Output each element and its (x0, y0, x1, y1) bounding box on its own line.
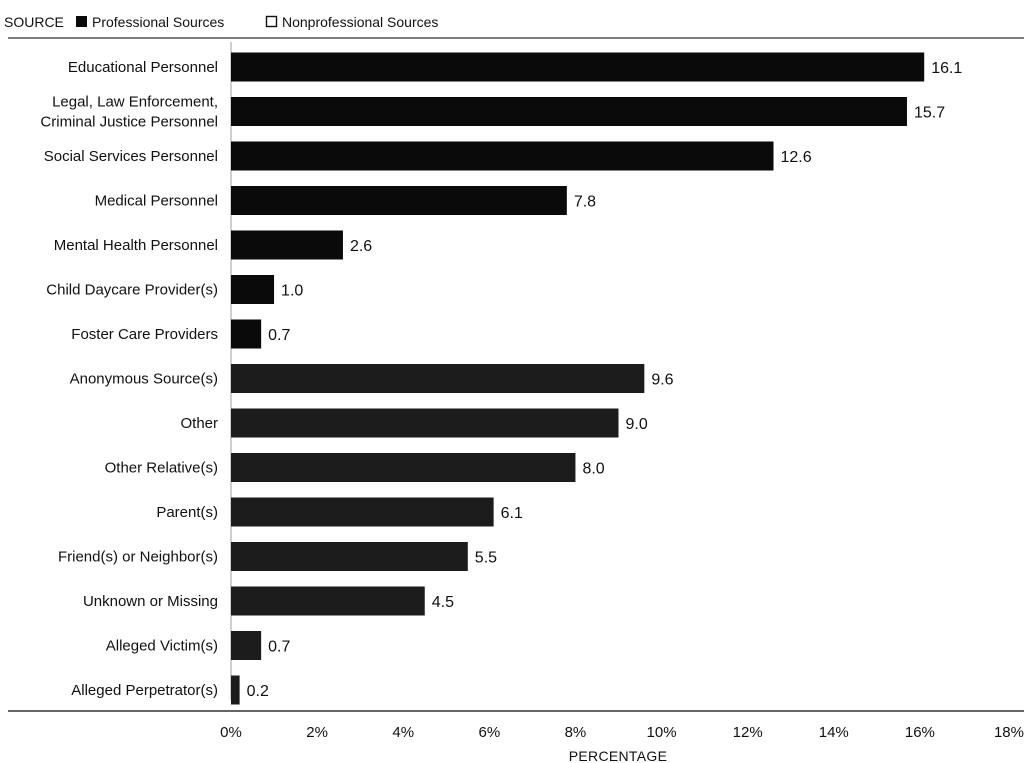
value-label: 16.1 (931, 60, 962, 77)
bar-professional (231, 275, 275, 304)
value-label: 6.1 (501, 505, 523, 522)
legend-title: SOURCE (4, 14, 64, 30)
x-tick-labels-group: 0% 2% 4% 6% 8% 10% 12% 14% 16% 18% (220, 724, 1024, 741)
value-label: 9.0 (626, 416, 648, 433)
category-label: Anonymous Source(s) (70, 371, 218, 388)
bar-nonprofessional (231, 586, 425, 616)
bar-professional (231, 230, 343, 260)
category-label: Mental Health Personnel (54, 237, 218, 254)
legend-label-professional: Professional Sources (92, 14, 224, 30)
value-label: 7.8 (574, 194, 596, 211)
value-labels-group: 16.1 15.7 12.6 7.8 2.6 1.0 0.7 9.6 9.0 8.0 6.1 5.5 4… (247, 60, 963, 700)
x-tick-label: 18% (994, 724, 1024, 741)
value-label: 0.2 (247, 683, 269, 700)
x-axis-title: PERCENTAGE (569, 748, 667, 763)
category-label: Child Daycare Provider(s) (46, 282, 218, 299)
bar-nonprofessional (231, 408, 619, 438)
value-label: 1.0 (281, 283, 303, 300)
category-label: Foster Care Providers (71, 326, 218, 343)
value-label: 4.5 (432, 594, 454, 611)
value-label: 8.0 (582, 461, 604, 478)
bar-professional (231, 141, 774, 171)
category-labels-group: Educational Personnel Legal, Law Enforcem… (40, 59, 218, 699)
x-tick-label: 16% (905, 724, 935, 741)
value-label: 15.7 (914, 105, 945, 122)
legend-swatch-professional (76, 16, 87, 27)
value-label: 0.7 (268, 327, 290, 344)
category-label: Medical Personnel (95, 193, 218, 210)
legend-label-nonprofessional: Nonprofessional Sources (282, 14, 438, 30)
bar-professional (231, 186, 567, 215)
category-label: Other Relative(s) (105, 460, 218, 477)
category-label: Unknown or Missing (83, 593, 218, 610)
category-label: Legal, Law Enforcement, Criminal Justice … (40, 94, 218, 131)
category-label: Friend(s) or Neighbor(s) (58, 549, 218, 566)
bar-nonprofessional (231, 542, 468, 571)
value-label: 5.5 (475, 550, 497, 567)
bar-nonprofessional (231, 675, 240, 705)
category-label: Social Services Personnel (44, 148, 218, 165)
legend-swatch-nonprofessional (265, 15, 278, 28)
value-label: 9.6 (651, 372, 673, 389)
bar-professional (231, 97, 907, 126)
bars-group (231, 52, 925, 705)
x-tick-label: 2% (306, 724, 328, 741)
bar-nonprofessional (231, 631, 262, 660)
category-label: Other (180, 415, 218, 432)
category-label: Alleged Perpetrator(s) (71, 682, 218, 699)
value-label: 0.7 (268, 639, 290, 656)
category-label: Parent(s) (156, 504, 218, 521)
x-tick-label: 6% (478, 724, 500, 741)
bar-nonprofessional (231, 364, 645, 393)
bar-professional (231, 52, 925, 82)
bar-nonprofessional (231, 453, 576, 482)
x-tick-label: 4% (392, 724, 414, 741)
value-label: 12.6 (781, 149, 812, 166)
x-tick-label: 12% (733, 724, 763, 741)
x-tick-label: 10% (647, 724, 677, 741)
category-label: Educational Personnel (68, 59, 218, 76)
bar-professional (231, 319, 262, 349)
x-tick-label: 14% (819, 724, 849, 741)
x-tick-label: 8% (565, 724, 587, 741)
value-label: 2.6 (350, 238, 372, 255)
x-tick-label: 0% (220, 724, 242, 741)
bar-nonprofessional (231, 497, 494, 527)
category-label: Alleged Victim(s) (106, 638, 218, 655)
legend: SOURCE Professional Sources Nonprofessio… (4, 14, 438, 30)
